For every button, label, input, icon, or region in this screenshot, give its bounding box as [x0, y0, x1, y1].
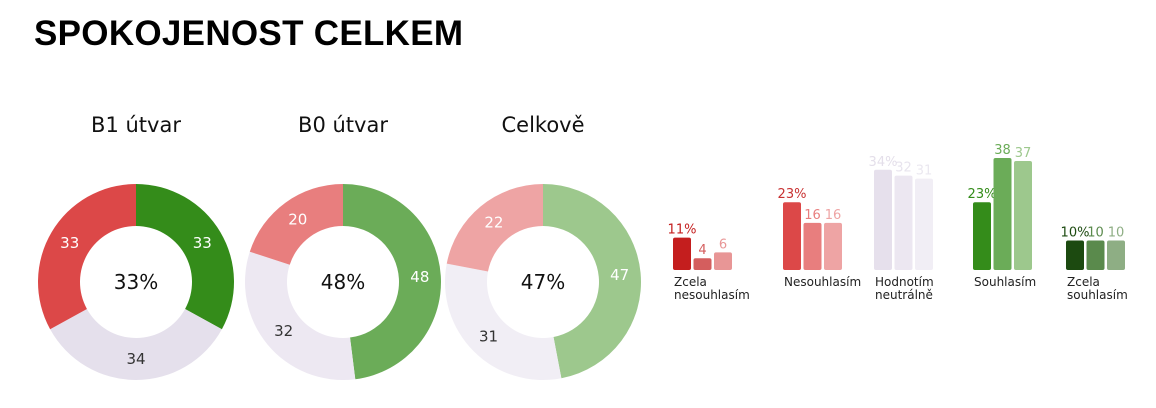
bar-value-label: 4: [698, 243, 706, 258]
bar: [993, 158, 1012, 270]
bar-value-label: 32: [895, 161, 912, 176]
group-label: Souhlasím: [974, 275, 1036, 289]
bar: [1066, 240, 1084, 270]
bar: [673, 237, 691, 270]
donut-slice-label: 34: [126, 350, 145, 368]
bar-value-label: 34%: [869, 155, 898, 170]
bar-value-label: 16: [825, 208, 842, 223]
group-label: Hodnotím: [875, 275, 934, 289]
donut-center-label: 33%: [114, 270, 158, 294]
bar: [714, 252, 732, 270]
donut-center-label: 48%: [321, 270, 365, 294]
donut-slice: [50, 308, 222, 380]
donut-title: Celkově: [501, 113, 584, 137]
bar-value-label: 31: [916, 164, 933, 179]
bar: [973, 202, 991, 270]
donut-slice-label: 22: [484, 214, 503, 232]
donut-slice-label: 33: [60, 234, 79, 252]
donut-slice-label: 48: [410, 268, 429, 286]
group-label: souhlasím: [1067, 288, 1128, 302]
donut-slice-label: 47: [610, 266, 629, 284]
bar: [915, 178, 933, 270]
bar-value-label: 38: [994, 143, 1011, 158]
bar-value-label: 10: [1087, 226, 1104, 241]
bar: [874, 169, 892, 270]
bar-value-label: 23%: [968, 187, 997, 202]
donut-slice: [244, 251, 356, 380]
donut-slice-label: 20: [288, 211, 307, 229]
bar: [693, 258, 712, 270]
bar: [1086, 240, 1105, 270]
donut-slice: [444, 263, 562, 380]
bar-value-label: 11%: [668, 223, 697, 238]
bar-value-label: 16: [804, 208, 821, 223]
bar-value-label: 37: [1015, 146, 1032, 161]
donut-title: B0 útvar: [298, 113, 388, 137]
bar-value-label: 10: [1108, 226, 1125, 241]
donut-slice: [136, 184, 234, 330]
donut-slice: [343, 184, 442, 380]
donut-title: B1 útvar: [91, 113, 181, 137]
group-label: Zcela: [674, 275, 707, 289]
bar-value-label: 10%: [1061, 226, 1090, 241]
group-label: neutrálně: [875, 288, 933, 302]
donut-center-label: 47%: [521, 270, 565, 294]
group-label: nesouhlasím: [674, 288, 750, 302]
bar: [824, 222, 842, 270]
bar-value-label: 6: [719, 237, 727, 252]
donut-slice-label: 33: [193, 234, 212, 252]
group-label: Nesouhlasím: [784, 275, 861, 289]
donut-slice: [37, 184, 136, 330]
donut-slice: [446, 184, 543, 272]
bar: [1107, 240, 1125, 270]
bar: [803, 222, 822, 270]
bar: [1014, 160, 1032, 270]
bar-value-label: 23%: [778, 187, 807, 202]
group-label: Zcela: [1067, 275, 1100, 289]
bar: [783, 202, 801, 270]
donut-slice: [249, 184, 343, 265]
page-title: SPOKOJENOST CELKEM: [34, 14, 464, 53]
donut-slice-label: 32: [274, 322, 293, 340]
bar: [894, 175, 913, 270]
donut-slice-label: 31: [479, 327, 498, 345]
donut-slice: [543, 184, 641, 379]
